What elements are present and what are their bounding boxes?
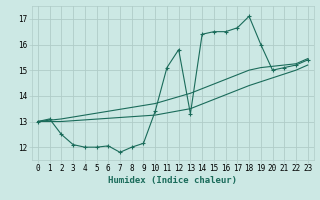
X-axis label: Humidex (Indice chaleur): Humidex (Indice chaleur): [108, 176, 237, 185]
